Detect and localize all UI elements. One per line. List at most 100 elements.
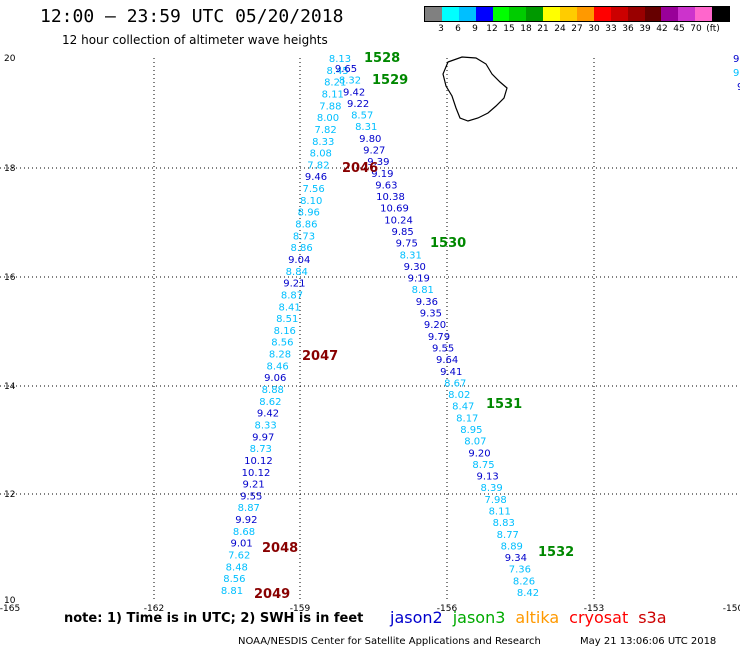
color-swatch: [509, 7, 527, 21]
wave-height-value: 8.62: [259, 397, 281, 408]
wave-height-value: 8.32: [339, 76, 361, 87]
edge-wave-value: 9.: [733, 68, 740, 79]
wave-height-value: 9.20: [424, 320, 446, 331]
color-scale-label: 33: [605, 24, 617, 34]
wave-height-value: 8.31: [355, 122, 377, 133]
lon-tick-label: -150: [723, 604, 740, 614]
lon-tick-label: -162: [144, 604, 164, 614]
wave-height-value: 9.92: [235, 515, 257, 526]
wave-height-value: 8.41: [278, 302, 300, 313]
wave-height-value: 10.69: [380, 204, 409, 215]
color-scale-label: 39: [639, 24, 651, 34]
wave-height-value: 8.47: [452, 402, 474, 413]
color-swatch: [577, 7, 594, 21]
wave-height-value: 8.08: [310, 149, 332, 160]
map-subtitle: 12 hour collection of altimeter wave hei…: [62, 33, 328, 47]
pass-number-label: 1529: [372, 73, 408, 88]
wave-height-value: 8.48: [226, 562, 248, 573]
legend-cryosat: cryosat: [569, 608, 629, 627]
color-scale-label: 21: [537, 24, 549, 34]
wave-height-value: 8.87: [238, 503, 260, 514]
wave-height-value: 7.36: [509, 565, 531, 576]
pass-number-label: 2048: [262, 541, 298, 556]
legend-s3a: s3a: [638, 608, 667, 627]
wave-height-value: 9.79: [428, 332, 450, 343]
color-swatch: [458, 7, 476, 21]
wave-height-value: 8.33: [254, 421, 276, 432]
wave-height-value: 8.86: [290, 243, 312, 254]
wave-height-value: 10.24: [384, 215, 413, 226]
color-scale-labels: 3 6 9 12 15 18 21 24 27 30 33 36 39 42 45 70 (ft): [424, 22, 730, 36]
wave-height-value: 9.75: [396, 239, 418, 250]
lat-tick-label: 14: [4, 382, 16, 392]
wave-height-value: 9.34: [505, 553, 527, 564]
edge-wave-value: 9: [737, 82, 740, 93]
legend-jason3: jason3: [452, 608, 506, 627]
color-swatch: [543, 7, 561, 21]
wave-height-value: 9.46: [305, 172, 327, 183]
wave-height-value: 8.86: [295, 220, 317, 231]
lon-tick-label: -165: [0, 604, 20, 614]
wave-height-value: 8.81: [412, 285, 434, 296]
color-scale-label: 6: [455, 24, 461, 34]
lat-tick-label: 20: [4, 54, 16, 64]
map-title: 12:00 – 23:59 UTC 05/20/2018: [40, 6, 344, 27]
satellite-legend: jason2 jason3 altika cryosat s3a: [390, 608, 677, 627]
wave-height-value: 8.28: [269, 350, 291, 361]
wave-height-value: 8.68: [233, 527, 255, 538]
lon-tick-label: -156: [437, 604, 458, 614]
lat-tick-label: 18: [4, 164, 16, 174]
wave-height-value: 8.73: [293, 231, 315, 242]
wave-height-value: 8.81: [221, 586, 243, 597]
color-scale-legend: 3 6 9 12 15 18 21 24 27 30 33 36 39 42 45 70 (ft): [424, 6, 730, 34]
wave-height-value: 9.80: [359, 134, 381, 145]
timestamp-text: May 21 13:06:06 UTC 2018: [580, 636, 717, 647]
wave-height-value: 8.45: [326, 66, 348, 77]
pass-number-label: 1530: [430, 236, 466, 251]
wave-height-value: 9.97: [252, 432, 274, 443]
wave-height-value: 8.96: [298, 208, 320, 219]
color-scale-label: 45: [673, 24, 685, 34]
color-swatch: [644, 7, 662, 21]
wave-height-value: 8.21: [324, 78, 346, 89]
wave-height-value: 7.98: [484, 495, 506, 506]
hawaii-island-outline: [442, 56, 508, 122]
edge-wave-value: 9.: [733, 54, 740, 65]
axis-tick-labels: -165 -162 -159 -156 -153 -150 20 18 16 14 12 10: [0, 54, 740, 614]
legend-jason2: jason2: [390, 608, 443, 627]
color-scale-swatches: [424, 6, 730, 22]
wave-height-value: 8.39: [480, 483, 502, 494]
color-swatch: [695, 7, 713, 21]
wave-height-value: 8.10: [300, 196, 322, 207]
wave-height-value: 8.88: [262, 385, 284, 396]
wave-height-value: 9.20: [468, 448, 490, 459]
pass-number-label: 1528: [364, 51, 400, 66]
wave-height-value: 9.64: [436, 355, 458, 366]
wave-height-value: 9.42: [257, 409, 279, 420]
wave-height-value: 9.55: [240, 491, 262, 502]
wave-height-value: 8.02: [448, 390, 470, 401]
wave-height-value: 8.26: [513, 576, 535, 587]
credit-text: NOAA/NESDIS Center for Satellite Applica…: [238, 636, 541, 647]
wave-height-value: 9.13: [476, 472, 498, 483]
wave-height-value: 8.84: [286, 267, 308, 278]
pass-labels: 1528 1529 2046 1530 2047 1531 2048 1532 2049: [254, 51, 574, 602]
color-scale-label: 15: [503, 24, 515, 34]
wave-height-value: 7.82: [314, 125, 336, 136]
color-swatch: [712, 7, 730, 21]
wave-height-value: 8.89: [501, 541, 523, 552]
wave-height-value: 8.16: [274, 326, 296, 337]
color-scale-label: 27: [571, 24, 583, 34]
wave-height-value: 8.00: [317, 113, 339, 124]
color-swatch: [593, 7, 611, 21]
lat-tick-label: 10: [4, 596, 16, 606]
wave-height-value: 8.17: [456, 413, 478, 424]
wave-height-value: 9.22: [347, 99, 369, 110]
wave-height-value: 9.27: [363, 146, 385, 157]
wave-height-value: 8.11: [322, 90, 344, 101]
wave-height-value: 9.30: [404, 262, 426, 273]
color-swatch: [610, 7, 628, 21]
wave-height-value: 9.35: [420, 309, 442, 320]
color-scale-label: 70: [690, 24, 702, 34]
